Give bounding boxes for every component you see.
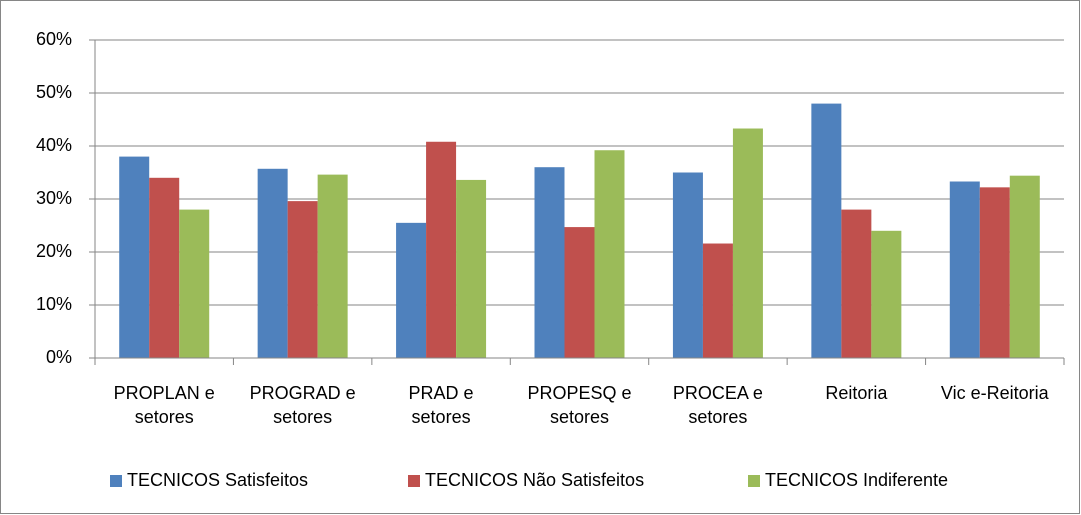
legend-label: TECNICOS Não Satisfeitos (425, 470, 644, 490)
legend-swatch (408, 475, 420, 487)
bar (1009, 175, 1040, 358)
bar (396, 222, 427, 358)
bar (119, 156, 150, 358)
y-tick-label: 50% (36, 82, 72, 102)
y-tick-label: 20% (36, 241, 72, 261)
y-tick-label: 60% (36, 29, 72, 49)
bar (564, 227, 595, 358)
bar (811, 103, 842, 358)
y-tick-label: 40% (36, 135, 72, 155)
bar (702, 243, 733, 358)
y-tick-label: 30% (36, 188, 72, 208)
bar (534, 167, 565, 358)
bar (949, 181, 980, 358)
bar (732, 128, 763, 358)
x-tick-label: PROGRAD e setores (249, 383, 356, 427)
x-tick-label: Reitoria (825, 383, 888, 403)
x-tick-label: PROPLAN e setores (113, 383, 215, 427)
bar (841, 209, 872, 358)
legend-label: TECNICOS Satisfeitos (127, 470, 308, 490)
bar (672, 172, 703, 358)
x-tick-label: PRAD e setores (408, 383, 474, 427)
bar (257, 168, 288, 358)
bar (871, 230, 902, 358)
bar (979, 187, 1010, 358)
legend-label: TECNICOS Indiferente (765, 470, 948, 490)
x-tick-label: PROCEA e setores (672, 383, 763, 427)
y-tick-label: 10% (36, 294, 72, 314)
legend-swatch (748, 475, 760, 487)
bar (594, 150, 625, 358)
bar (426, 141, 457, 358)
legend-swatch (110, 475, 122, 487)
bar (456, 179, 487, 358)
y-tick-label: 0% (46, 347, 72, 367)
x-tick-label: Vic e-Reitoria (940, 383, 1049, 403)
x-tick-label: PROPESQ e setores (527, 383, 632, 427)
bar (287, 201, 318, 358)
bar (179, 209, 210, 358)
bar (149, 177, 180, 358)
bar (317, 174, 348, 358)
